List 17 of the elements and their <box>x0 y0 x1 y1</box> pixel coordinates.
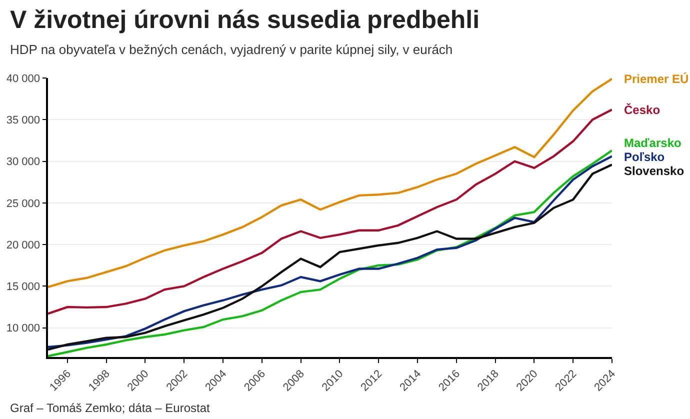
line-series <box>48 78 612 288</box>
text: Graf – Tomáš Zemko; dáta – Eurostat <box>10 401 211 415</box>
chart-title: V životnej úrovni nás susedia predbehli <box>10 6 480 34</box>
y-tick-label: 25 000 <box>6 198 40 210</box>
series-label: Poľsko <box>624 150 665 164</box>
series-label: Maďarsko <box>624 136 682 150</box>
y-tick-label: 10 000 <box>6 322 40 335</box>
y-tick-label: 40 000 <box>6 72 40 85</box>
chart-subtitle: HDP na obyvateľa v bežných cenách, vyjadrený v parite kúpnej sily, v eurách <box>10 42 453 57</box>
y-tick-label: 20 000 <box>6 239 40 252</box>
series-label: Slovensko <box>624 164 684 178</box>
series-label: Česko <box>624 103 660 117</box>
y-tick-label: 15 000 <box>6 281 40 294</box>
y-tick-label: 35 000 <box>6 114 40 126</box>
y-tick-label: 30 000 <box>6 156 40 168</box>
line-series <box>48 108 612 315</box>
series-label: Priemer EÚ <box>624 72 689 86</box>
